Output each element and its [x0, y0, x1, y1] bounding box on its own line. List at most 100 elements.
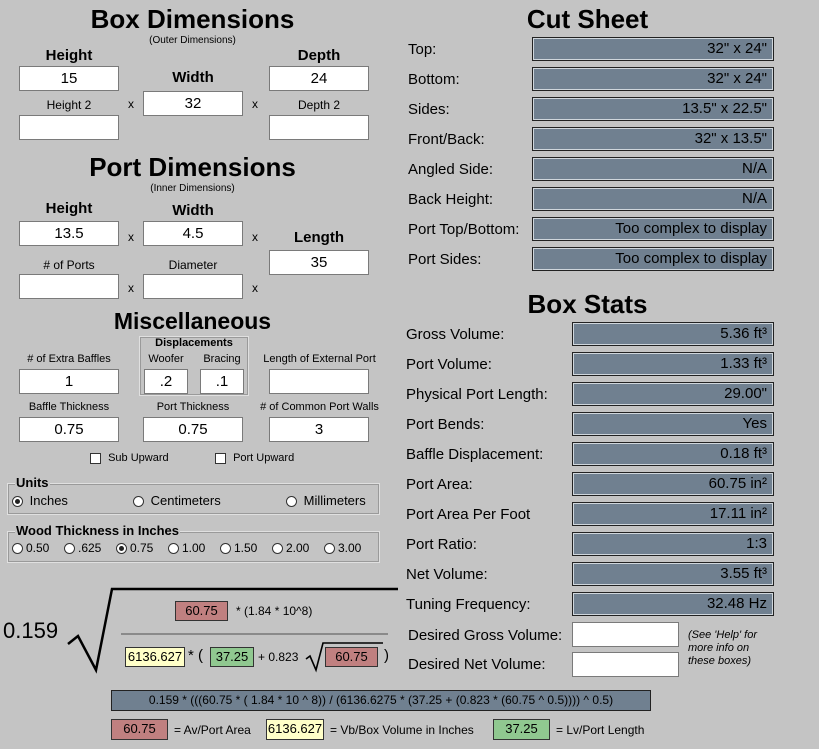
- port-width-label: Width: [172, 202, 214, 219]
- formula-coefficient: 0.159: [3, 618, 59, 643]
- units-option-label: Centimeters: [150, 493, 221, 508]
- box-dimensions-title: Box Dimensions: [90, 4, 295, 34]
- wood-option-075[interactable]: 0.75: [116, 541, 153, 555]
- radio-icon[interactable]: [116, 543, 127, 555]
- radical-sign-icon: [67, 587, 398, 674]
- cut-back-height-label: Back Height:: [408, 191, 494, 208]
- bracing-label: Bracing: [203, 353, 241, 365]
- units-option-millimeters[interactable]: Millimeters: [286, 493, 366, 508]
- cut-top-value: 32" x 24": [532, 37, 774, 61]
- box-width-label: Width: [172, 69, 214, 86]
- radio-icon[interactable]: [272, 543, 283, 555]
- checkbox-icon[interactable]: [90, 452, 101, 464]
- multiply-sign: x: [252, 230, 258, 244]
- port-width-input[interactable]: 4.5: [143, 221, 243, 246]
- wood-option-050[interactable]: 0.50: [12, 541, 49, 555]
- woofer-label: Woofer: [148, 353, 184, 365]
- cut-back-height-value: N/A: [532, 187, 774, 211]
- checkbox-icon[interactable]: [215, 452, 226, 464]
- units-option-label: Millimeters: [303, 493, 366, 508]
- wood-option-0625[interactable]: .625: [64, 541, 101, 555]
- radio-icon[interactable]: [12, 496, 23, 508]
- multiply-sign: x: [128, 230, 134, 244]
- radio-icon[interactable]: [64, 543, 75, 555]
- displacements-group: [139, 336, 249, 396]
- box-height-label: Height: [45, 47, 93, 64]
- legend-vb-text: = Vb/Box Volume in Inches: [330, 723, 474, 737]
- common-walls-input[interactable]: 3: [269, 417, 369, 442]
- port-thickness-label: Port Thickness: [156, 401, 230, 413]
- stat-gross-volume-label: Gross Volume:: [406, 326, 505, 343]
- radio-icon[interactable]: [168, 543, 179, 555]
- formula-av2-box: 60.75: [325, 647, 378, 667]
- cut-frontback-label: Front/Back:: [408, 131, 485, 148]
- stat-baffle-displacement-value: 0.18 ft³: [572, 442, 774, 466]
- stat-net-volume-value: 3.55 ft³: [572, 562, 774, 586]
- cut-top-label: Top:: [408, 41, 437, 58]
- wood-option-label: 1.00: [182, 541, 206, 555]
- wood-option-300[interactable]: 3.00: [324, 541, 361, 555]
- stat-tuning-frequency-value: 32.48 Hz: [572, 592, 774, 616]
- external-port-input[interactable]: [269, 369, 369, 394]
- cut-sides-label: Sides:: [408, 101, 450, 118]
- box-dimensions-subtitle: (Outer Dimensions): [149, 35, 236, 46]
- units-title: Units: [15, 475, 50, 490]
- port-thickness-input[interactable]: 0.75: [143, 417, 243, 442]
- sub-upward-label: Sub Upward: [108, 452, 169, 464]
- stat-net-volume-label: Net Volume:: [406, 566, 488, 583]
- cut-angled-side-label: Angled Side:: [408, 161, 494, 178]
- sub-upward-checkbox[interactable]: Sub Upward: [90, 452, 169, 464]
- radio-icon[interactable]: [133, 496, 144, 508]
- formula-plus-coef: + 0.823: [258, 650, 299, 664]
- cut-frontback-value: 32" x 13.5": [532, 127, 774, 151]
- box-depth-input[interactable]: 24: [269, 66, 369, 91]
- port-height-label: Height: [45, 200, 93, 217]
- box-depth-label: Depth: [297, 47, 341, 64]
- radio-icon[interactable]: [286, 496, 297, 508]
- cut-bottom-label: Bottom:: [408, 71, 460, 88]
- formula-close-paren: ): [384, 647, 389, 664]
- formula-multiplier: * (1.84 * 10^8): [236, 604, 313, 618]
- radio-icon[interactable]: [324, 543, 335, 555]
- woofer-displacement-input[interactable]: .2: [144, 369, 188, 394]
- cut-angled-side-value: N/A: [532, 157, 774, 181]
- box-width-input[interactable]: 32: [143, 91, 243, 116]
- diameter-input[interactable]: [143, 274, 243, 299]
- wood-option-200[interactable]: 2.00: [272, 541, 309, 555]
- desired-net-volume-input[interactable]: [572, 652, 679, 677]
- units-option-inches[interactable]: Inches: [12, 493, 68, 508]
- radio-icon[interactable]: [220, 543, 231, 555]
- cut-port-sides-label: Port Sides:: [408, 251, 482, 268]
- legend-vb-box: 6136.627: [266, 719, 324, 740]
- stat-port-ratio-label: Port Ratio:: [406, 536, 477, 553]
- port-upward-checkbox[interactable]: Port Upward: [215, 452, 294, 464]
- desired-gross-volume-input[interactable]: [572, 622, 679, 647]
- wood-option-100[interactable]: 1.00: [168, 541, 205, 555]
- legend-lv-text: = Lv/Port Length: [556, 723, 645, 737]
- wood-option-label: 1.50: [234, 541, 258, 555]
- diameter-label: Diameter: [168, 258, 218, 272]
- legend-lv-box: 37.25: [493, 719, 550, 740]
- wood-option-label: 0.75: [130, 541, 154, 555]
- box-height-input[interactable]: 15: [19, 66, 119, 91]
- desired-gross-volume-label: Desired Gross Volume:: [408, 627, 563, 644]
- box-depth2-input[interactable]: [269, 115, 369, 140]
- wood-option-label: .625: [78, 541, 102, 555]
- port-height-input[interactable]: 13.5: [19, 221, 119, 246]
- stat-port-volume-label: Port Volume:: [406, 356, 492, 373]
- box-height2-input[interactable]: [19, 115, 119, 140]
- num-ports-input[interactable]: [19, 274, 119, 299]
- port-length-input[interactable]: 35: [269, 250, 369, 275]
- units-option-centimeters[interactable]: Centimeters: [133, 493, 221, 508]
- port-dimensions-subtitle: (Inner Dimensions): [150, 183, 235, 194]
- bracing-displacement-input[interactable]: .1: [200, 369, 244, 394]
- wood-option-150[interactable]: 1.50: [220, 541, 257, 555]
- radio-icon[interactable]: [12, 543, 23, 555]
- multiply-sign: x: [252, 97, 258, 111]
- baffle-thickness-input[interactable]: 0.75: [19, 417, 119, 442]
- inner-radical-icon: [305, 642, 383, 673]
- cut-bottom-value: 32" x 24": [532, 67, 774, 91]
- port-upward-label: Port Upward: [233, 452, 295, 464]
- wood-option-label: 2.00: [286, 541, 310, 555]
- extra-baffles-input[interactable]: 1: [19, 369, 119, 394]
